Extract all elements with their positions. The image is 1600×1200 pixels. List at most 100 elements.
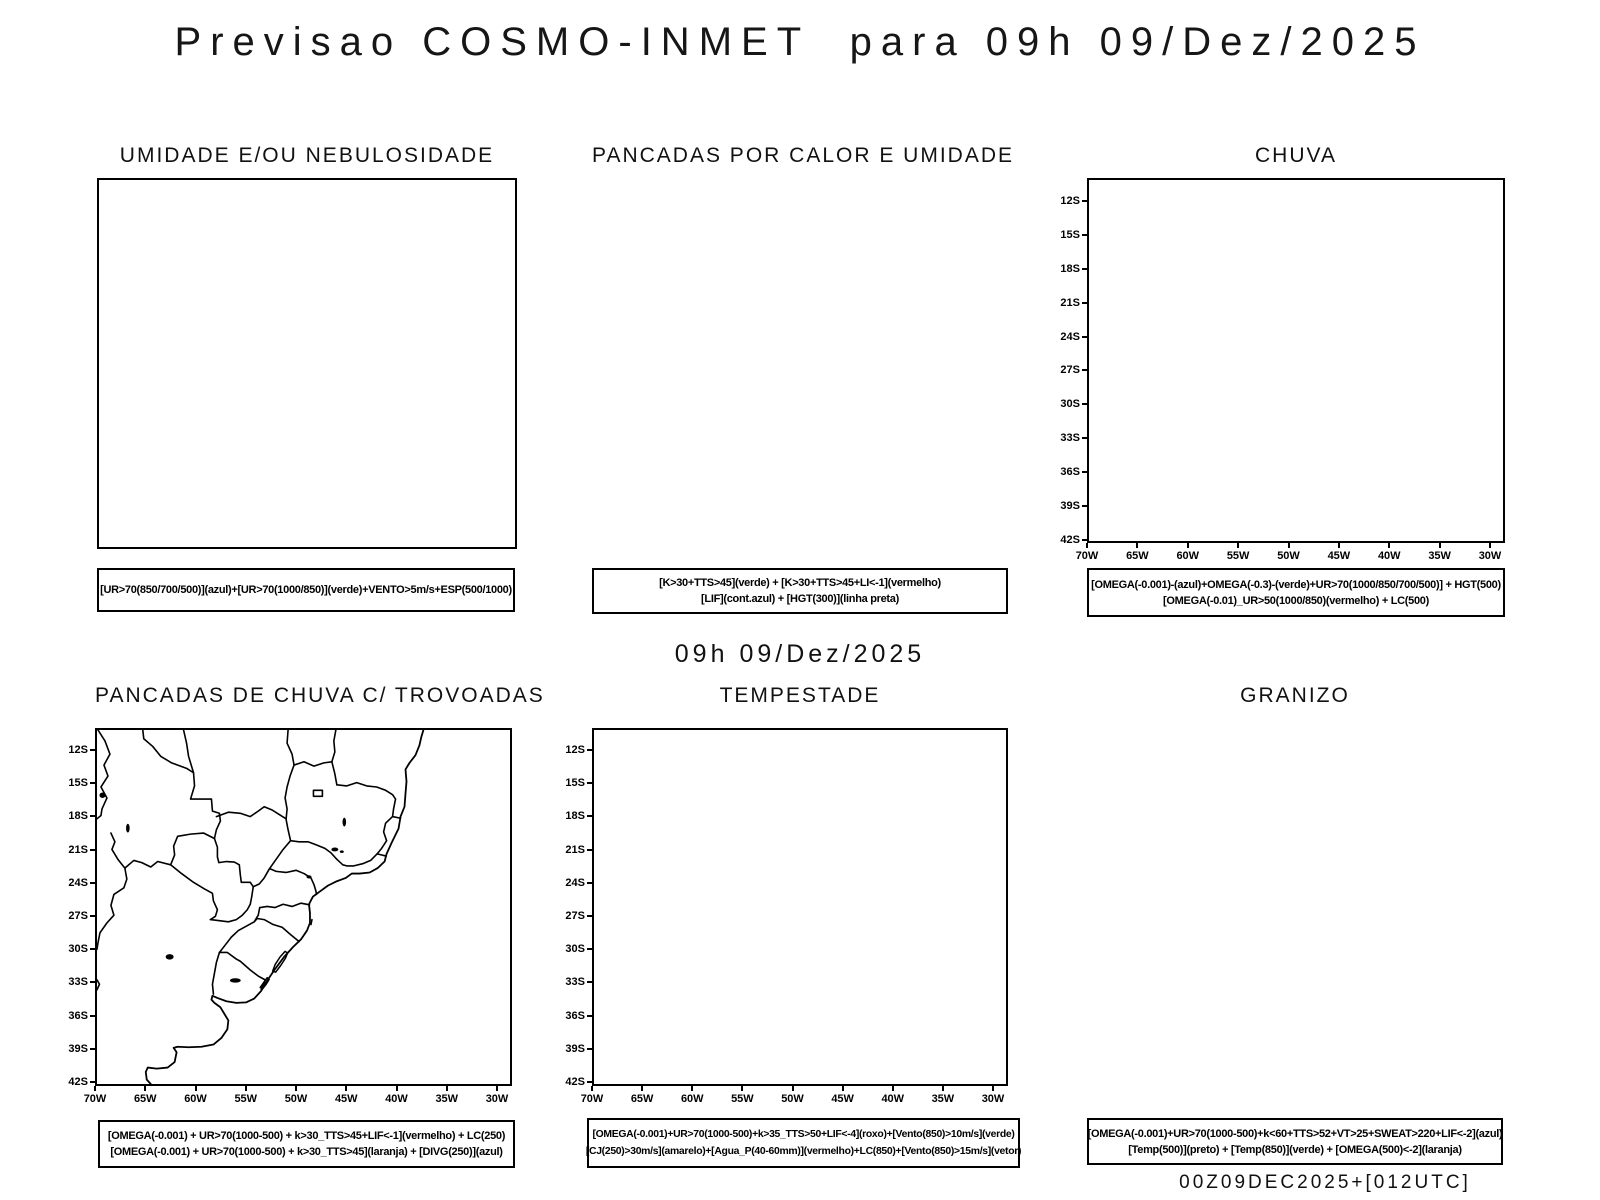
caption-line: [CJ(250)>30m/s](amarelo)+[Agua_P(40-60mm… (585, 1146, 1022, 1157)
caption-line: [K>30+TTS>45](verde) + [K>30+TTS>45+LI<-… (659, 577, 941, 589)
tick-mark (587, 1047, 592, 1050)
lat-tick-label: 15S (565, 777, 585, 790)
lon-tick-label: 65W (1126, 550, 1149, 562)
tick-mark (891, 1086, 894, 1091)
lat-tick-label: 24S (68, 876, 88, 889)
tempestade-lat-axis: 12S 15S 18S 21S 24S 27S 30S 33S 36S 39S 42S (552, 744, 592, 1088)
tick-mark (90, 749, 95, 751)
tick-mark (90, 1047, 95, 1050)
lon-tick-label: 60W (680, 1093, 704, 1105)
caption-line: [OMEGA(-0.001) + UR>70(1000-500) + k>30_… (107, 1130, 506, 1142)
tick-mark (1082, 403, 1087, 406)
tick-mark (1136, 543, 1139, 548)
lat-tick-label: 36S (1060, 466, 1080, 479)
lat-tick-label: 42S (1060, 533, 1080, 546)
lat-tick-label: 12S (1060, 195, 1080, 207)
tick-mark (587, 1014, 592, 1017)
tick-mark (992, 1086, 994, 1091)
lon-tick-label: 30W (485, 1093, 509, 1105)
tick-mark (1082, 233, 1087, 236)
tick-mark (587, 1080, 592, 1083)
tick-mark (94, 1086, 96, 1091)
lat-tick-label: 39S (1060, 500, 1080, 513)
tick-mark (295, 1086, 297, 1091)
lat-tick-label: 39S (565, 1042, 585, 1055)
tick-mark (1082, 538, 1087, 541)
panel-title-chuva: CHUVA (1255, 144, 1337, 167)
lat-tick-label: 33S (68, 976, 88, 989)
chuva-lat-axis: 12S 15S 18S 21S 24S 27S 30S 33S 36S 39S 42S (1047, 195, 1087, 546)
tick-mark (90, 914, 95, 917)
tick-mark (244, 1086, 247, 1091)
lon-tick-label: 40W (1377, 550, 1401, 562)
tick-mark (1082, 335, 1087, 338)
lon-tick-label: 50W (1277, 550, 1300, 562)
tick-mark (445, 1086, 448, 1091)
tick-mark (90, 848, 95, 851)
tick-mark (1388, 543, 1391, 548)
tick-mark (1082, 505, 1087, 508)
tick-mark (587, 881, 592, 884)
tick-mark (345, 1086, 348, 1091)
lon-tick-label: 40W (881, 1093, 905, 1105)
lat-tick-label: 18S (1060, 262, 1080, 275)
tick-mark (1237, 543, 1240, 548)
tick-mark (587, 815, 592, 818)
tick-mark (90, 881, 95, 884)
lon-tick-label: 35W (931, 1093, 955, 1105)
lon-tick-label: 70W (83, 1093, 107, 1105)
tick-mark (741, 1086, 744, 1091)
lat-tick-label: 36S (565, 1009, 585, 1022)
lat-tick-label: 33S (1060, 432, 1080, 445)
caption-line: [LIF](cont.azul) + [HGT(300)](linha pret… (701, 593, 899, 605)
tick-mark (1287, 543, 1290, 548)
tick-mark (587, 948, 592, 951)
lon-tick-label: 50W (781, 1093, 804, 1105)
tick-mark (587, 848, 592, 851)
tick-mark (941, 1086, 944, 1091)
tick-mark (587, 782, 592, 785)
lat-tick-label: 30S (1060, 398, 1080, 411)
lon-tick-label: 65W (133, 1093, 157, 1105)
lon-tick-label: 45W (831, 1093, 854, 1105)
tick-mark (144, 1086, 147, 1091)
caption-line: [OMEGA(-0.001)-(azul)+OMEGA(-0.3)-(verde… (1091, 578, 1501, 591)
lat-tick-label: 39S (68, 1042, 88, 1055)
tick-mark (791, 1086, 794, 1091)
lon-tick-label: 70W (580, 1093, 604, 1105)
caption-granizo: [OMEGA(-0.001)+UR>70(1000-500)+k<60+TTS>… (1087, 1118, 1503, 1165)
tempestade-lon-axis: 70W 65W 60W 55W 50W 45W 40W 35W 30W (581, 1086, 1004, 1105)
plot-frame-chuva (1087, 178, 1505, 543)
lat-tick-label: 12S (565, 744, 585, 756)
panel-title-pancadas-calor: PANCADAS POR CALOR E UMIDADE (592, 144, 1015, 167)
lat-tick-label: 33S (565, 976, 585, 989)
lon-tick-label: 50W (284, 1093, 308, 1105)
subtitle-datetime: 09h 09/Dez/2025 (674, 640, 926, 668)
lat-tick-label: 15S (1060, 228, 1080, 241)
lon-tick-label: 60W (184, 1093, 207, 1105)
caption-trovoadas: [OMEGA(-0.001) + UR>70(1000-500) + k>30_… (98, 1120, 515, 1168)
tick-mark (1438, 543, 1441, 548)
tick-mark (587, 981, 592, 984)
lat-tick-label: 12S (68, 744, 88, 756)
lat-tick-label: 18S (68, 810, 88, 823)
lon-tick-label: 60W (1176, 550, 1200, 562)
lon-tick-label: 55W (1226, 550, 1250, 562)
tick-mark (90, 1080, 95, 1083)
tick-mark (1082, 437, 1087, 440)
caption-chuva: [OMEGA(-0.001)-(azul)+OMEGA(-0.3)-(verde… (1087, 568, 1505, 617)
state-border-paths (97, 730, 401, 994)
lat-tick-label: 18S (565, 810, 585, 823)
tick-mark (1082, 200, 1087, 202)
panel-title-umidade: UMIDADE E/OU NEBULOSIDADE (119, 144, 495, 167)
lon-tick-label: 70W (1075, 550, 1099, 562)
tick-mark (1082, 267, 1087, 270)
lake-shapes (99, 792, 347, 983)
caption-line: [UR>70(850/700/500)](azul)+[UR>70(1000/8… (100, 584, 512, 596)
caption-tempestade: [OMEGA(-0.001)+UR>70(1000-500)+k>35_TTS>… (585, 1118, 1022, 1168)
lon-tick-label: 40W (385, 1093, 408, 1105)
caption-line: [OMEGA(-0.01)_UR>50(1000/850)(vermelho) … (1163, 594, 1429, 607)
coastline-path (146, 730, 424, 1084)
caption-line: [OMEGA(-0.001) + UR>70(1000-500) + k>30_… (110, 1146, 503, 1158)
page-title: Previsao COSMO-INMET para 09h 09/Dez/202… (174, 20, 1426, 64)
